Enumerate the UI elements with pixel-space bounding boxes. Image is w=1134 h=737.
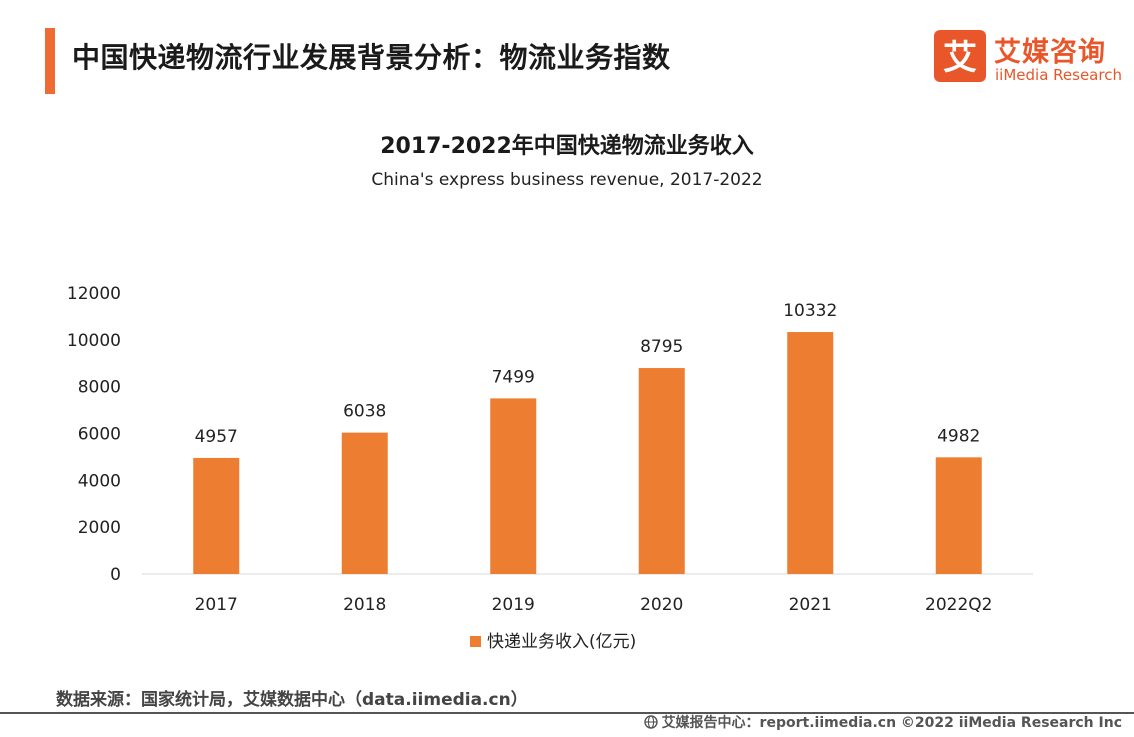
x-tick-label: 2020 — [640, 595, 683, 615]
bar-value-label: 6038 — [343, 402, 386, 422]
logo-text-en: iiMedia Research — [995, 66, 1122, 84]
chart-subtitle: China's express business revenue, 2017-2… — [371, 170, 763, 190]
bar — [787, 332, 834, 574]
legend-label: 快递业务收入(亿元) — [487, 632, 636, 652]
logo-text-cn: 艾媒咨询 — [994, 37, 1106, 68]
footer-credit: 艾媒报告中心：report.iimedia.cn ©2022 iiMedia R… — [643, 712, 1122, 732]
logo-mark-icon: 艾 — [934, 30, 986, 82]
bar — [935, 457, 982, 574]
iimedia-logo: 艾 艾媒咨询 iiMedia Research — [934, 30, 1124, 88]
x-tick-label: 2021 — [789, 595, 832, 615]
y-tick-label: 6000 — [78, 425, 121, 445]
bar-value-label: 7499 — [492, 367, 535, 387]
bar-value-label: 8795 — [640, 337, 683, 357]
y-tick-label: 0 — [110, 565, 121, 585]
y-tick-label: 8000 — [78, 378, 121, 398]
globe-icon — [643, 715, 658, 731]
bar — [193, 457, 240, 574]
y-tick-label: 2000 — [78, 518, 121, 538]
bar — [490, 398, 537, 574]
x-tick-label: 2019 — [492, 595, 535, 615]
title-accent-bar — [45, 28, 55, 94]
bar — [638, 368, 685, 574]
logo-mark-char: 艾 — [943, 38, 977, 78]
bar-value-label: 10332 — [783, 301, 837, 321]
data-source-note: 数据来源：国家统计局，艾媒数据中心（data.iimedia.cn） — [56, 690, 528, 710]
x-tick-label: 2017 — [195, 595, 238, 615]
footer-divider — [0, 712, 1134, 714]
y-tick-label: 4000 — [78, 471, 121, 491]
footer-text: 艾媒报告中心：report.iimedia.cn ©2022 iiMedia R… — [661, 715, 1122, 731]
y-tick-label: 12000 — [67, 284, 121, 304]
bar-value-label: 4982 — [937, 426, 980, 446]
x-tick-label: 2018 — [343, 595, 386, 615]
x-tick-label: 2022Q2 — [925, 595, 992, 615]
chart-title: 2017-2022年中国快递物流业务收入 — [380, 134, 754, 159]
y-tick-label: 10000 — [67, 331, 121, 351]
bar — [341, 432, 388, 574]
legend-swatch — [470, 636, 481, 647]
page-title: 中国快递物流行业发展背景分析：物流业务指数 — [72, 41, 671, 74]
bar-value-label: 4957 — [195, 427, 238, 447]
